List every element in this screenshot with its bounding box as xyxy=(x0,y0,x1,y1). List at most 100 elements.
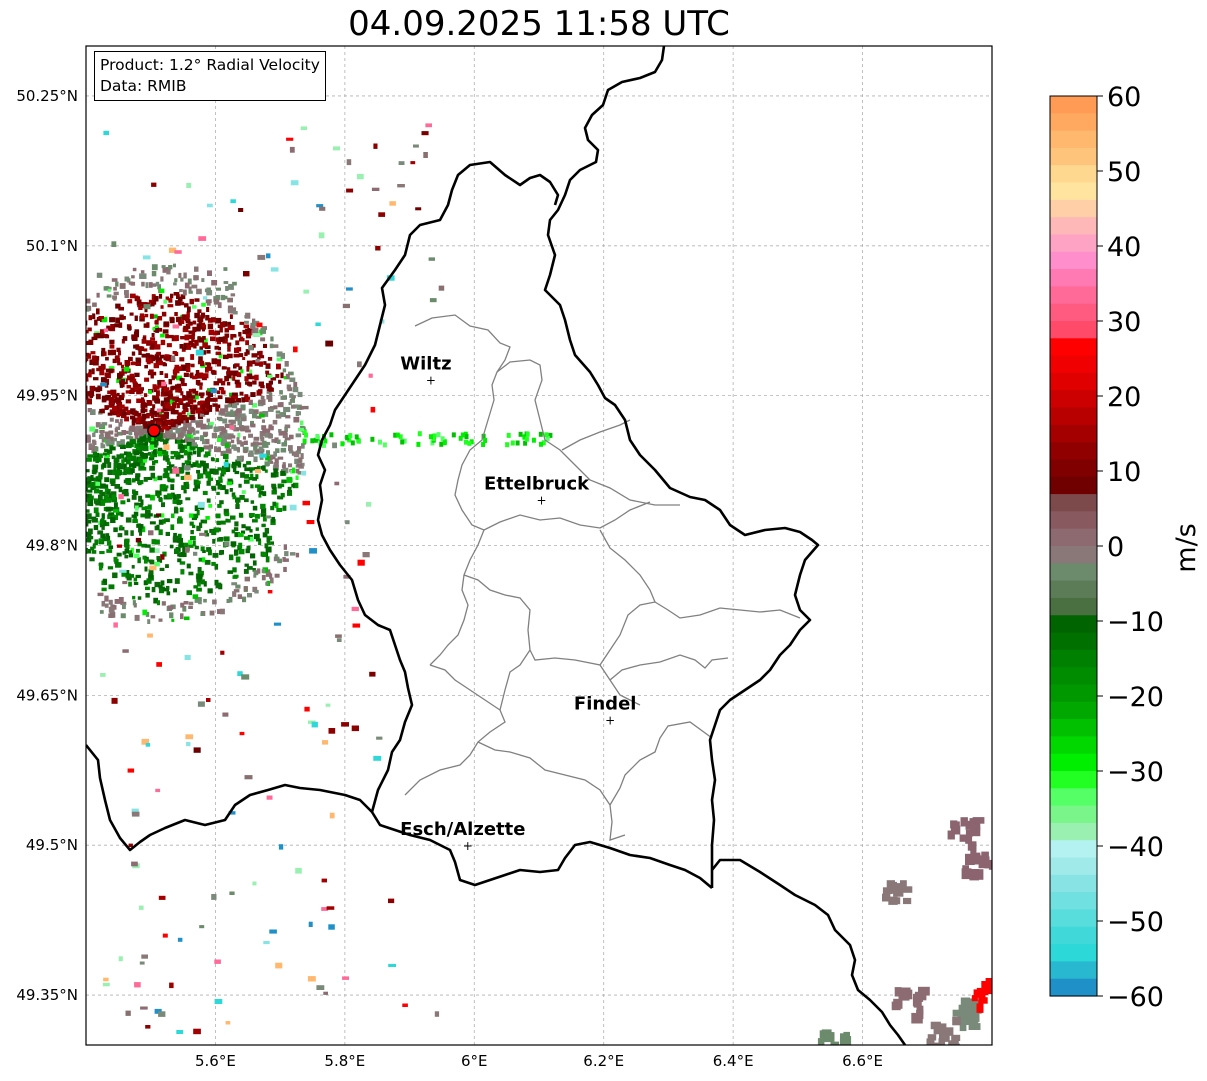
colorbar-swatch xyxy=(1050,217,1097,236)
colorbar-swatch xyxy=(1050,355,1097,374)
x-tick-label: 6°E xyxy=(461,1052,488,1070)
x-tick-label: 6.6°E xyxy=(842,1052,883,1070)
colorbar-swatch xyxy=(1050,563,1097,582)
colorbar-tick-label: −30 xyxy=(1107,757,1164,788)
y-tick-label: 49.35°N xyxy=(16,986,78,1004)
gridlines xyxy=(86,46,992,1045)
colorbar-swatch xyxy=(1050,424,1097,443)
x-tick-label: 6.4°E xyxy=(713,1052,754,1070)
colorbar-swatch xyxy=(1050,701,1097,720)
colorbar-swatch xyxy=(1050,771,1097,789)
colorbar-swatch xyxy=(1050,978,1097,997)
colorbar-swatch xyxy=(1050,303,1097,322)
colorbar-swatch xyxy=(1050,944,1097,962)
colorbar-swatch xyxy=(1050,476,1097,495)
y-tick-label: 49.65°N xyxy=(16,686,78,704)
colorbar-swatch xyxy=(1050,147,1097,166)
y-tick-label: 50.25°N xyxy=(16,87,78,105)
data-source-line: Data: RMIB xyxy=(100,77,187,95)
colorbar-tick-label: −50 xyxy=(1107,907,1164,938)
x-tick-label: 5.8°E xyxy=(324,1052,365,1070)
colorbar-swatch xyxy=(1050,113,1097,132)
colorbar-tick-label: −60 xyxy=(1107,982,1164,1013)
colorbar-swatch xyxy=(1050,857,1097,876)
colorbar-swatch xyxy=(1050,805,1097,824)
x-tick-label: 5.6°E xyxy=(195,1052,236,1070)
colorbar-tick-label: 40 xyxy=(1107,232,1141,263)
city-label: Wiltz xyxy=(400,354,451,375)
y-tick-label: 50.1°N xyxy=(26,237,78,255)
colorbar-swatch xyxy=(1050,372,1097,391)
colorbar-swatch xyxy=(1050,390,1097,409)
colorbar-swatch xyxy=(1050,822,1097,841)
colorbar-swatch xyxy=(1050,788,1097,807)
canton-boundaries xyxy=(404,314,801,841)
colorbar-swatch xyxy=(1050,615,1097,634)
axis-ticks: 5.6°E 5.8°E 6°E 6.2°E 6.4°E 6.6°E 50.25°N 50.1°… xyxy=(16,87,883,1070)
colorbar-swatch xyxy=(1050,667,1097,686)
product-line: Product: 1.2° Radial Velocity xyxy=(100,56,320,74)
colorbar-swatch xyxy=(1050,684,1097,703)
city-label: Findel xyxy=(574,693,637,714)
colorbar-tick-label: 10 xyxy=(1107,457,1141,488)
radar-site-marker xyxy=(147,423,161,438)
colorbar-swatch xyxy=(1050,321,1097,339)
colorbar-swatch xyxy=(1050,580,1097,599)
colorbar-swatch xyxy=(1050,909,1097,928)
map-title: 04.09.2025 11:58 UTC xyxy=(348,4,730,44)
colorbar-swatch xyxy=(1050,442,1097,461)
colorbar-swatch xyxy=(1050,199,1097,218)
colorbar-swatch xyxy=(1050,961,1097,980)
colorbar-tick-label: −10 xyxy=(1107,607,1164,638)
city-label: Ettelbruck xyxy=(484,474,590,495)
colorbar-swatch xyxy=(1050,511,1097,530)
colorbar-swatch xyxy=(1050,234,1097,253)
colorbar-swatch xyxy=(1050,597,1097,616)
colorbar-tick-label: 60 xyxy=(1107,82,1141,113)
colorbar-swatch xyxy=(1050,165,1097,184)
colorbar-swatch xyxy=(1050,251,1097,270)
city-marker-icon: + xyxy=(537,494,547,508)
colorbar-swatch xyxy=(1050,546,1097,564)
y-tick-label: 49.95°N xyxy=(16,387,78,405)
colorbar-swatch xyxy=(1050,130,1097,149)
colorbar-swatch xyxy=(1050,459,1097,478)
colorbar-swatch xyxy=(1050,96,1097,114)
colorbar-swatch xyxy=(1050,338,1097,357)
colorbar-swatch xyxy=(1050,407,1097,426)
colorbar-swatch xyxy=(1050,182,1097,201)
colorbar-tick-label: 50 xyxy=(1107,157,1141,188)
colorbar-swatch xyxy=(1050,892,1097,911)
city-marker-icon: + xyxy=(605,713,615,727)
city-markers: +Wiltz+Ettelbruck+Findel+Esch/Alzette xyxy=(400,354,636,854)
colorbar-swatch xyxy=(1050,632,1097,651)
y-tick-label: 49.8°N xyxy=(26,537,78,555)
colorbar-tick-label: 30 xyxy=(1107,307,1141,338)
colorbar: 60 50 40 30 20 10 0 −10 −20 −30 −40 −50 −60 xyxy=(1049,82,1164,1013)
radar-echoes xyxy=(86,123,992,1045)
country-borders xyxy=(86,46,907,1045)
city-label: Esch/Alzette xyxy=(400,819,525,840)
colorbar-tick-label: 0 xyxy=(1107,532,1124,563)
colorbar-swatch xyxy=(1050,269,1097,287)
y-tick-label: 49.5°N xyxy=(26,836,78,854)
colorbar-swatch xyxy=(1050,926,1097,945)
x-tick-label: 6.2°E xyxy=(583,1052,624,1070)
colorbar-tick-label: −20 xyxy=(1107,682,1164,713)
colorbar-swatch xyxy=(1050,528,1097,547)
colorbar-unit-label: m/s xyxy=(1171,523,1202,572)
product-info-box: Product: 1.2° Radial Velocity Data: RMIB xyxy=(94,51,326,101)
colorbar-swatch xyxy=(1050,719,1097,737)
plot-frame xyxy=(85,45,993,1046)
colorbar-swatch xyxy=(1050,649,1097,668)
city-marker-icon: + xyxy=(426,374,436,388)
city-marker-icon: + xyxy=(463,839,473,853)
colorbar-swatch xyxy=(1050,494,1097,512)
colorbar-tick-label: 20 xyxy=(1107,382,1141,413)
colorbar-swatch xyxy=(1050,840,1097,859)
colorbar-swatch xyxy=(1050,286,1097,305)
colorbar-swatch xyxy=(1050,736,1097,755)
colorbar-tick-label: −40 xyxy=(1107,832,1164,863)
colorbar-swatch xyxy=(1050,874,1097,893)
